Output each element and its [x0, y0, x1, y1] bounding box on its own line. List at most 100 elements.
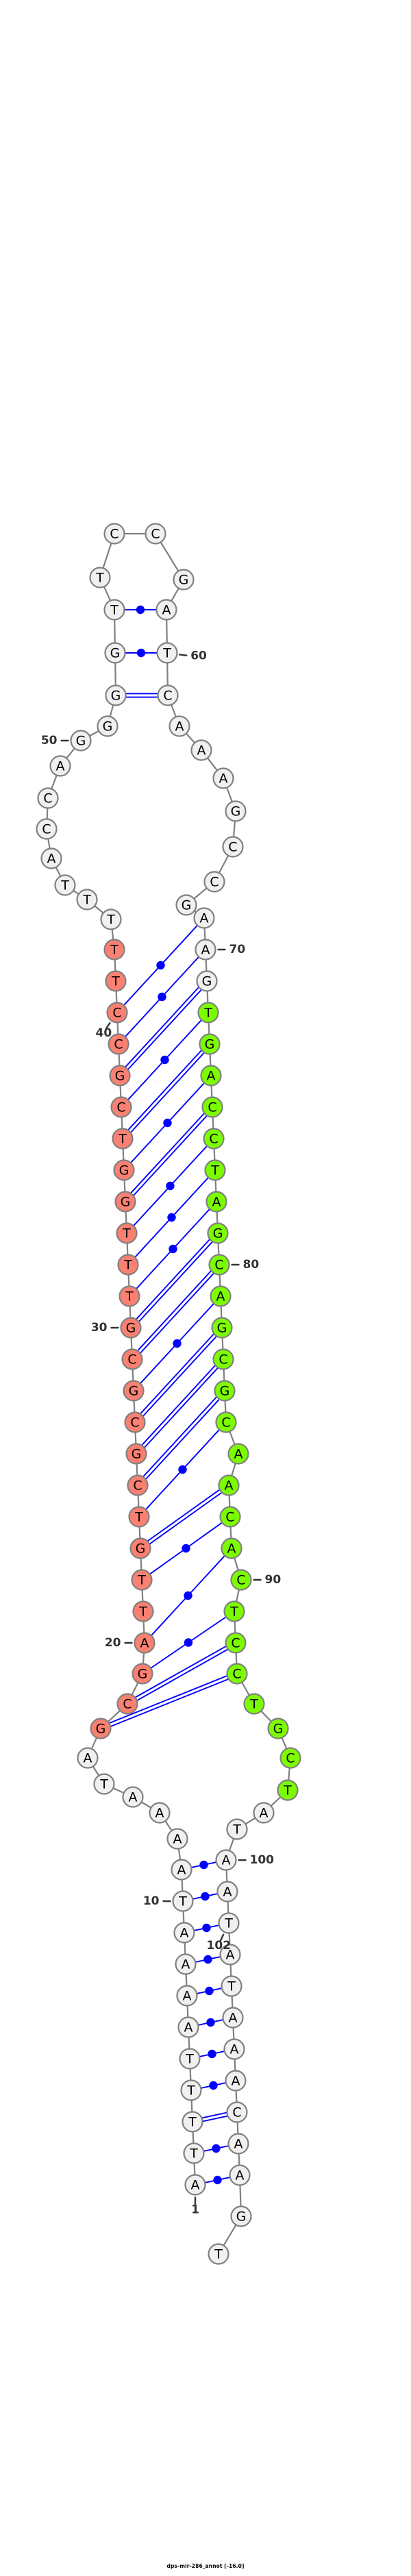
nucleotide-108-C[interactable]: C	[226, 2101, 248, 2123]
nucleotide-circle[interactable]	[193, 907, 215, 929]
nucleotide-77-T[interactable]: T	[204, 1159, 226, 1181]
nucleotide-circle[interactable]	[223, 2038, 245, 2060]
nucleotide-circle[interactable]	[103, 599, 125, 621]
nucleotide-101-A[interactable]: A	[216, 1881, 238, 1903]
nucleotide-5-T[interactable]: T	[179, 2048, 201, 2070]
nucleotide-100-A[interactable]: A	[215, 1849, 237, 1871]
nucleotide-70-A[interactable]: A	[195, 939, 216, 961]
nucleotide-83-C[interactable]: C	[212, 1348, 234, 1370]
nucleotide-110-A[interactable]: A	[229, 2164, 251, 2186]
nucleotide-38-G[interactable]: G	[109, 1065, 131, 1087]
nucleotide-25-C[interactable]: C	[127, 1474, 149, 1496]
nucleotide-circle[interactable]	[253, 1802, 275, 1824]
nucleotide-105-A[interactable]: A	[222, 2007, 244, 2029]
nucleotide-37-C[interactable]: C	[110, 1096, 132, 1118]
nucleotide-75-C[interactable]: C	[201, 1096, 223, 1118]
nucleotide-circle[interactable]	[208, 2243, 229, 2265]
nucleotide-98-A[interactable]: A	[253, 1802, 275, 1824]
nucleotide-circle[interactable]	[226, 1663, 248, 1685]
nucleotide-111-G[interactable]: G	[230, 2205, 252, 2227]
nucleotide-36-T[interactable]: T	[112, 1128, 134, 1150]
nucleotide-56-C[interactable]: C	[103, 523, 125, 545]
nucleotide-79-G[interactable]: G	[207, 1222, 229, 1244]
nucleotide-circle[interactable]	[221, 1975, 242, 1997]
nucleotide-106-A[interactable]: A	[223, 2038, 245, 2060]
nucleotide-17-G[interactable]: G	[90, 1718, 112, 1739]
nucleotide-28-G[interactable]: G	[123, 1380, 145, 1402]
nucleotide-circle[interactable]	[116, 1693, 138, 1715]
nucleotide-circle[interactable]	[206, 1191, 227, 1213]
nucleotide-circle[interactable]	[117, 1254, 139, 1276]
nucleotide-circle[interactable]	[177, 2016, 199, 2038]
nucleotide-circle[interactable]	[123, 1380, 145, 1402]
nucleotide-109-A[interactable]: A	[227, 2133, 249, 2155]
nucleotide-circle[interactable]	[229, 2164, 251, 2186]
nucleotide-circle[interactable]	[76, 889, 98, 911]
nucleotide-96-C[interactable]: C	[279, 1747, 301, 1769]
nucleotide-71-G[interactable]: G	[196, 970, 218, 992]
nucleotide-circle[interactable]	[182, 2111, 203, 2133]
nucleotide-circle[interactable]	[222, 836, 244, 858]
nucleotide-66-C[interactable]: C	[222, 836, 244, 858]
nucleotide-circle[interactable]	[129, 1537, 151, 1559]
nucleotide-10-T[interactable]: T	[172, 1890, 194, 1912]
nucleotide-20-A[interactable]: A	[134, 1632, 155, 1654]
nucleotide-60-T[interactable]: T	[156, 642, 178, 664]
nucleotide-107-A[interactable]: A	[225, 2070, 247, 2092]
nucleotide-circle[interactable]	[106, 1002, 128, 1024]
nucleotide-62-A[interactable]: A	[169, 715, 190, 737]
nucleotide-circle[interactable]	[208, 1254, 230, 1276]
nucleotide-circle[interactable]	[93, 1773, 115, 1795]
nucleotide-95-G[interactable]: G	[267, 1718, 289, 1739]
nucleotide-22-T[interactable]: T	[131, 1569, 153, 1591]
nucleotide-circle[interactable]	[223, 1600, 245, 1622]
nucleotide-circle[interactable]	[132, 1663, 153, 1685]
nucleotide-61-C[interactable]: C	[157, 684, 179, 706]
nucleotide-circle[interactable]	[199, 1033, 221, 1055]
nucleotide-circle[interactable]	[49, 755, 71, 777]
nucleotide-circle[interactable]	[124, 1411, 146, 1433]
nucleotide-2-T[interactable]: T	[183, 2142, 205, 2164]
nucleotide-circle[interactable]	[212, 1348, 234, 1370]
nucleotide-circle[interactable]	[122, 1786, 144, 1808]
nucleotide-circle[interactable]	[173, 569, 195, 591]
nucleotide-circle[interactable]	[134, 1632, 155, 1654]
nucleotide-29-C[interactable]: C	[121, 1348, 143, 1370]
nucleotide-circle[interactable]	[222, 2007, 244, 2029]
nucleotide-35-G[interactable]: G	[113, 1159, 135, 1181]
nucleotide-circle[interactable]	[127, 1474, 149, 1496]
nucleotide-84-G[interactable]: G	[214, 1380, 236, 1402]
nucleotide-53-G[interactable]: G	[104, 642, 126, 664]
nucleotide-33-T[interactable]: T	[116, 1222, 138, 1244]
nucleotide-circle[interactable]	[172, 1890, 194, 1912]
nucleotide-circle[interactable]	[215, 1411, 237, 1433]
nucleotide-circle[interactable]	[225, 2070, 247, 2092]
nucleotide-circle[interactable]	[216, 1881, 238, 1903]
nucleotide-circle[interactable]	[105, 684, 127, 706]
nucleotide-39-C[interactable]: C	[108, 1033, 129, 1055]
nucleotide-46-A[interactable]: A	[40, 847, 62, 869]
nucleotide-40-C[interactable]: C	[106, 1002, 128, 1024]
nucleotide-circle[interactable]	[190, 739, 212, 761]
nucleotide-76-C[interactable]: C	[203, 1128, 225, 1150]
nucleotide-circle[interactable]	[103, 939, 125, 961]
nucleotide-1-A[interactable]: A	[184, 2174, 206, 2196]
nucleotide-circle[interactable]	[211, 1317, 233, 1339]
nucleotide-circle[interactable]	[103, 523, 125, 545]
nucleotide-circle[interactable]	[179, 2048, 201, 2070]
nucleotide-circle[interactable]	[156, 642, 178, 664]
nucleotide-7-A[interactable]: A	[176, 1985, 198, 2007]
nucleotide-circle[interactable]	[227, 1443, 249, 1465]
nucleotide-103-A[interactable]: A	[219, 1944, 241, 1966]
nucleotide-circle[interactable]	[110, 1096, 132, 1118]
nucleotide-circle[interactable]	[90, 1718, 112, 1739]
nucleotide-circle[interactable]	[114, 1191, 136, 1213]
nucleotide-circle[interactable]	[157, 684, 179, 706]
nucleotide-112-T[interactable]: T	[208, 2243, 229, 2265]
nucleotide-16-A[interactable]: A	[77, 1747, 99, 1769]
nucleotide-87-A[interactable]: A	[218, 1474, 240, 1496]
nucleotide-circle[interactable]	[219, 1944, 241, 1966]
nucleotide-circle[interactable]	[184, 2174, 206, 2196]
nucleotide-102-T[interactable]: T	[218, 1912, 240, 1934]
nucleotide-86-A[interactable]: A	[227, 1443, 249, 1465]
